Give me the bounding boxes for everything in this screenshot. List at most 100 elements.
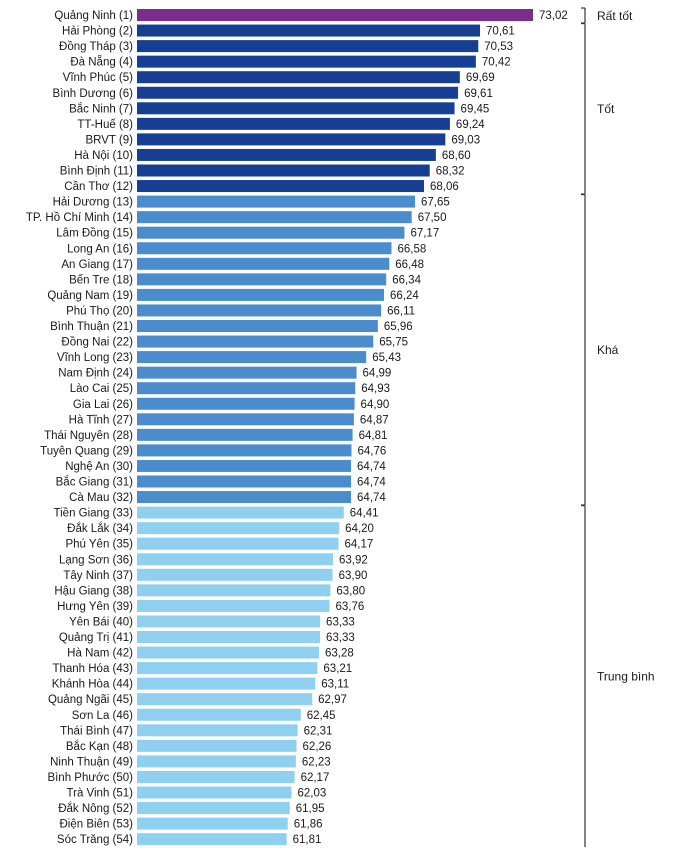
province-label: Điện Biên (53): [59, 819, 133, 831]
province-label: Ninh Thuận (49): [50, 756, 133, 768]
bar: [137, 242, 392, 255]
group-label: Trung bình: [597, 669, 655, 683]
province-label: Gia Lai (26): [73, 399, 133, 411]
value-label: 64,17: [345, 539, 374, 551]
province-label: Đồng Tháp (3): [59, 41, 133, 53]
province-label: Bình Định (11): [60, 166, 133, 178]
bar: [137, 584, 331, 597]
value-label: 63,21: [323, 663, 352, 675]
value-label: 66,24: [390, 290, 419, 302]
value-label: 67,65: [421, 197, 450, 209]
bar: [137, 180, 425, 193]
province-label: Hà Nam (42): [67, 648, 133, 660]
bar: [137, 351, 367, 364]
province-label: Phú Thọ (20): [66, 305, 133, 317]
province-label: Nghệ An (30): [65, 461, 133, 473]
bar: [137, 397, 355, 410]
bar: [137, 786, 292, 799]
value-label: 67,17: [410, 228, 439, 240]
bar: [137, 335, 374, 348]
bar: [137, 102, 455, 115]
bar: [137, 9, 533, 21]
value-label: 65,43: [372, 352, 401, 364]
value-label: 63,76: [336, 601, 365, 613]
value-label: 69,69: [466, 72, 495, 84]
value-label: 68,06: [430, 181, 459, 193]
province-label: Đắk Nông (52): [58, 802, 133, 815]
province-label: Hải Dương (13): [53, 197, 134, 209]
value-label: 63,90: [339, 570, 368, 582]
value-label: 66,58: [397, 243, 426, 255]
bar: [137, 444, 352, 457]
value-label: 64,81: [359, 430, 388, 442]
group-label: Rất tốt: [597, 9, 633, 23]
bar: [137, 568, 333, 581]
value-label: 70,61: [486, 26, 515, 38]
province-label: Khánh Hòa (44): [52, 679, 133, 691]
province-label: Quảng Trị (41): [59, 632, 133, 644]
bar: [137, 506, 344, 519]
province-label: Bình Dương (6): [53, 88, 134, 100]
bar: [137, 677, 316, 690]
value-label: 64,99: [363, 368, 392, 380]
bar: [137, 739, 297, 752]
bar: [137, 662, 318, 675]
value-label: 64,87: [360, 414, 389, 426]
bar: [137, 817, 288, 830]
province-label: Lâm Đồng (15): [56, 228, 133, 240]
bar: [137, 117, 450, 130]
bar: [137, 522, 340, 535]
province-label: Vĩnh Long (23): [57, 352, 133, 364]
province-label: Bắc Kạn (48): [66, 740, 133, 753]
province-label: Tuyên Quang (29): [40, 445, 133, 457]
value-label: 70,42: [482, 57, 511, 69]
value-label: 69,45: [461, 103, 490, 115]
province-label: Lào Cai (25): [70, 383, 133, 395]
province-label: Sơn La (46): [72, 710, 133, 722]
value-label: 64,90: [361, 399, 390, 411]
value-label: 62,97: [318, 694, 347, 706]
value-label: 64,74: [357, 477, 386, 489]
value-label: 61,81: [293, 834, 322, 846]
bar: [137, 55, 476, 68]
bar: [137, 288, 385, 301]
province-label: TP. Hồ Chí Minh (14): [26, 212, 133, 224]
bar: [137, 693, 313, 706]
province-label: Hưng Yên (39): [57, 601, 133, 613]
value-label: 66,11: [387, 305, 415, 317]
value-label-layer: 73,02 70,61 70,53 70,42 69,69 69,61 69,45 69,24…: [293, 10, 568, 846]
bar: [137, 24, 481, 37]
value-label: 62,23: [302, 756, 331, 768]
bar: [137, 226, 405, 239]
province-label: Trà Vinh (51): [67, 788, 134, 800]
province-label: Đắk Lắk (34): [67, 522, 133, 535]
bar-layer: [137, 9, 533, 846]
province-label: Tiền Giang (33): [54, 508, 134, 520]
value-label: 64,93: [361, 383, 390, 395]
value-label: 68,60: [442, 150, 471, 162]
value-label: 63,28: [325, 648, 354, 660]
group-label: Tốt: [597, 102, 615, 116]
province-label: Yên Bái (40): [69, 616, 133, 628]
bar: [137, 86, 459, 99]
bar: [137, 708, 301, 721]
bar: [137, 770, 295, 783]
bar: [137, 273, 387, 286]
value-label: 66,34: [392, 274, 421, 286]
bar: [137, 382, 356, 395]
bar: [137, 802, 290, 815]
province-label: Quảng Ngãi (45): [48, 694, 133, 706]
bar: [137, 40, 479, 53]
value-label: 65,96: [384, 321, 413, 333]
bar: [137, 71, 460, 84]
province-label: Long An (16): [67, 243, 133, 255]
bar: [137, 366, 357, 379]
bar: [137, 413, 354, 426]
bar: [137, 211, 412, 224]
value-label: 69,03: [451, 134, 480, 146]
bar: [137, 615, 321, 628]
value-label: 69,24: [456, 119, 485, 131]
bar: [137, 833, 287, 846]
value-label: 70,53: [484, 41, 513, 53]
